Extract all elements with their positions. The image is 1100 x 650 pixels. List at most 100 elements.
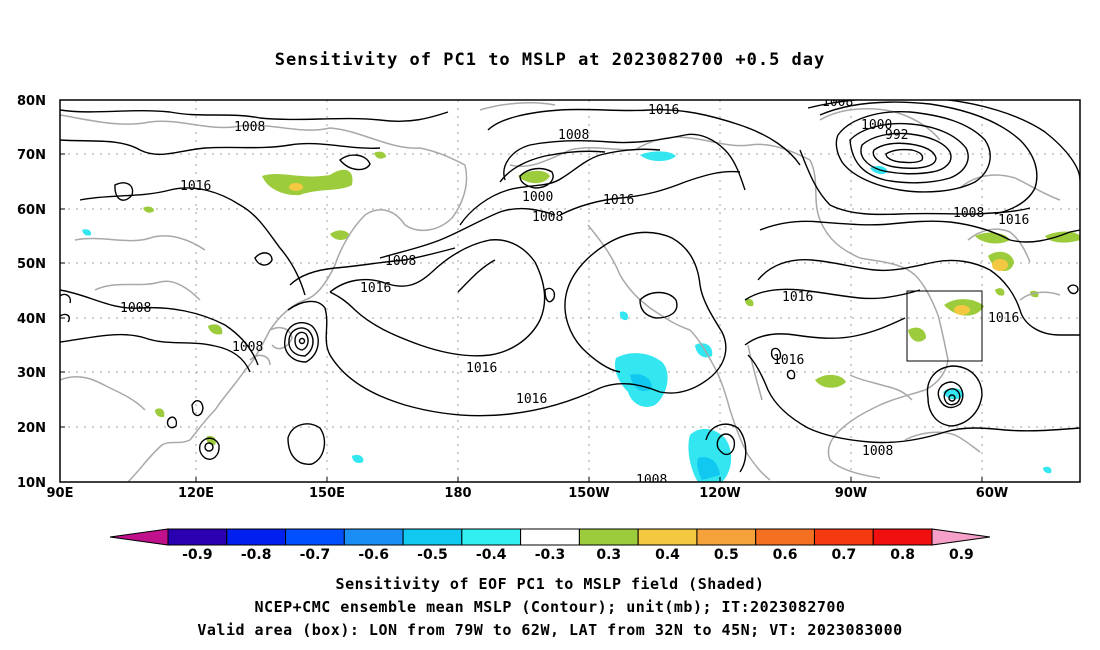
map-frame: [59, 99, 1081, 483]
colorbar-tick-label: 0.7: [831, 547, 856, 563]
colorbar-segment: [813, 528, 874, 546]
colorbar-tick-label: -0.8: [241, 547, 272, 563]
footer-line-3: Valid area (box): LON from 79W to 62W, L…: [197, 621, 903, 639]
shade-green-carolina: [908, 327, 926, 342]
colorbar-tick-label: -0.6: [358, 547, 389, 563]
contour-label: 992: [885, 128, 908, 143]
colorbar-segment: [696, 528, 757, 546]
map-content: 1008 1016 1008 1016 1008 1008 1016 1008 …: [60, 95, 1080, 488]
colorbar-segment: [226, 528, 287, 546]
contour-label: 1016: [466, 361, 497, 376]
contour-label: 1008: [636, 473, 667, 488]
shade-yellow-east-siberia: [289, 183, 303, 191]
contour-label: 1008: [953, 206, 984, 221]
contour-label: 1016: [648, 103, 679, 118]
shade-cyan-small-1: [619, 311, 629, 321]
footer-line-2: NCEP+CMC ensemble mean MSLP (Contour); u…: [254, 598, 846, 616]
shade-cyan-beaufort: [640, 151, 676, 162]
colorbar-tick-label: -0.7: [300, 547, 331, 563]
contour-label: 1008: [532, 210, 563, 225]
shade-green-okhotsk: [330, 230, 350, 240]
lat-label: 20N: [17, 421, 46, 436]
colorbar-segment: [402, 528, 463, 546]
contour-label: 1008: [120, 301, 151, 316]
lon-label: 60W: [976, 486, 1008, 501]
colorbar-tick-label: -0.9: [182, 547, 213, 563]
colorbar-tick-label: -0.3: [535, 547, 566, 563]
colorbar-segment: [578, 528, 639, 546]
lat-labels: 80N 70N 60N 50N 40N 30N 20N 10N: [17, 94, 46, 491]
colorbar-segment: [343, 528, 404, 546]
contour-label: 1016: [516, 392, 547, 407]
colorbar-tick-label: 0.3: [596, 547, 621, 563]
shade-green-north-atlantic: [1045, 231, 1080, 243]
shade-green-bering: [518, 170, 550, 184]
colorbar-tick-label: -0.4: [476, 547, 507, 563]
footer-line-1: Sensitivity of EOF PC1 to MSLP field (Sh…: [335, 575, 765, 593]
contour-label: 1016: [988, 311, 1019, 326]
shade-yellow-nova-scotia: [992, 259, 1008, 271]
contour-label: 1008: [822, 95, 853, 110]
colorbar-tick-label: 0.9: [949, 547, 974, 563]
contour-label: 1016: [773, 353, 804, 368]
contour-label: 1016: [603, 193, 634, 208]
lat-label: 10N: [17, 476, 46, 491]
lon-labels: 90E 120E 150E 180 150W 120W 90W 60W: [47, 486, 1009, 501]
contour-label: 1016: [998, 213, 1029, 228]
sensitivity-shading: [82, 151, 1080, 482]
axis-ticks: [60, 99, 983, 483]
contour-label: 1000: [861, 118, 892, 133]
contour-label: 1008: [862, 444, 893, 459]
shade-cyan-baja: [695, 343, 713, 358]
lon-label: 90E: [47, 486, 74, 501]
shade-green-arctic-small: [374, 151, 386, 159]
shade-green-japan: [208, 324, 223, 335]
shade-cyan-small-2: [352, 454, 364, 464]
gridlines: [60, 100, 1080, 482]
colorbar-segment: [167, 528, 228, 546]
shade-green-gulf: [815, 374, 846, 388]
contour-labels: 1008 1016 1008 1016 1008 1008 1016 1008 …: [120, 95, 1029, 488]
lon-label: 150W: [568, 486, 609, 501]
lon-label: 120E: [178, 486, 214, 501]
shade-green-small-atlantic: [995, 288, 1005, 296]
shade-lightblue-mexico-coast: [697, 457, 720, 480]
colorbar: -0.9 -0.8 -0.7 -0.6 -0.5 -0.4 -0.3 0.3 0.4 0.5 0.6…: [109, 528, 991, 563]
shade-cyan-small-3: [82, 229, 92, 236]
colorbar-tick-label: 0.5: [714, 547, 739, 563]
lat-label: 70N: [17, 148, 46, 163]
lat-label: 50N: [17, 257, 46, 272]
contour-label: 1008: [558, 128, 589, 143]
colorbar-segment: [285, 528, 345, 546]
mslp-contours: [60, 100, 1080, 473]
contour-label: 1008: [385, 254, 416, 269]
valid-area-box: [906, 290, 983, 362]
contour-label: 1000: [522, 190, 553, 205]
contour-label: 1008: [234, 120, 265, 135]
contour-label: 1016: [180, 179, 211, 194]
shade-green-small-us: [745, 298, 754, 307]
lon-label: 120W: [699, 486, 740, 501]
shade-cyan-small-4: [1043, 466, 1052, 474]
colorbar-segment: [520, 528, 580, 546]
shade-green-east-siberia: [262, 169, 353, 196]
colorbar-right-end: [931, 528, 991, 546]
colorbar-segment: [755, 528, 815, 546]
lon-label: 90W: [835, 486, 867, 501]
contour-label: 1008: [232, 340, 263, 355]
colorbar-segment: [637, 528, 698, 546]
shade-green-indochina: [155, 408, 165, 418]
contour-label: 1016: [360, 281, 391, 296]
contour-label: 1016: [782, 290, 813, 305]
lon-label: 150E: [309, 486, 345, 501]
colorbar-tick-label: 0.8: [890, 547, 915, 563]
shade-cyan-atlantic-south: [943, 388, 964, 400]
shade-green-siberia-small: [143, 206, 154, 213]
chart-title: Sensitivity of PC1 to MSLP at 2023082700…: [274, 50, 826, 70]
lat-label: 80N: [17, 94, 46, 109]
colorbar-tick-label: -0.5: [417, 547, 448, 563]
lon-label: 180: [444, 486, 471, 501]
colorbar-tick-label: 0.6: [773, 547, 798, 563]
shade-yellow-atlantic: [954, 305, 970, 315]
colorbar-left-end: [109, 528, 169, 546]
